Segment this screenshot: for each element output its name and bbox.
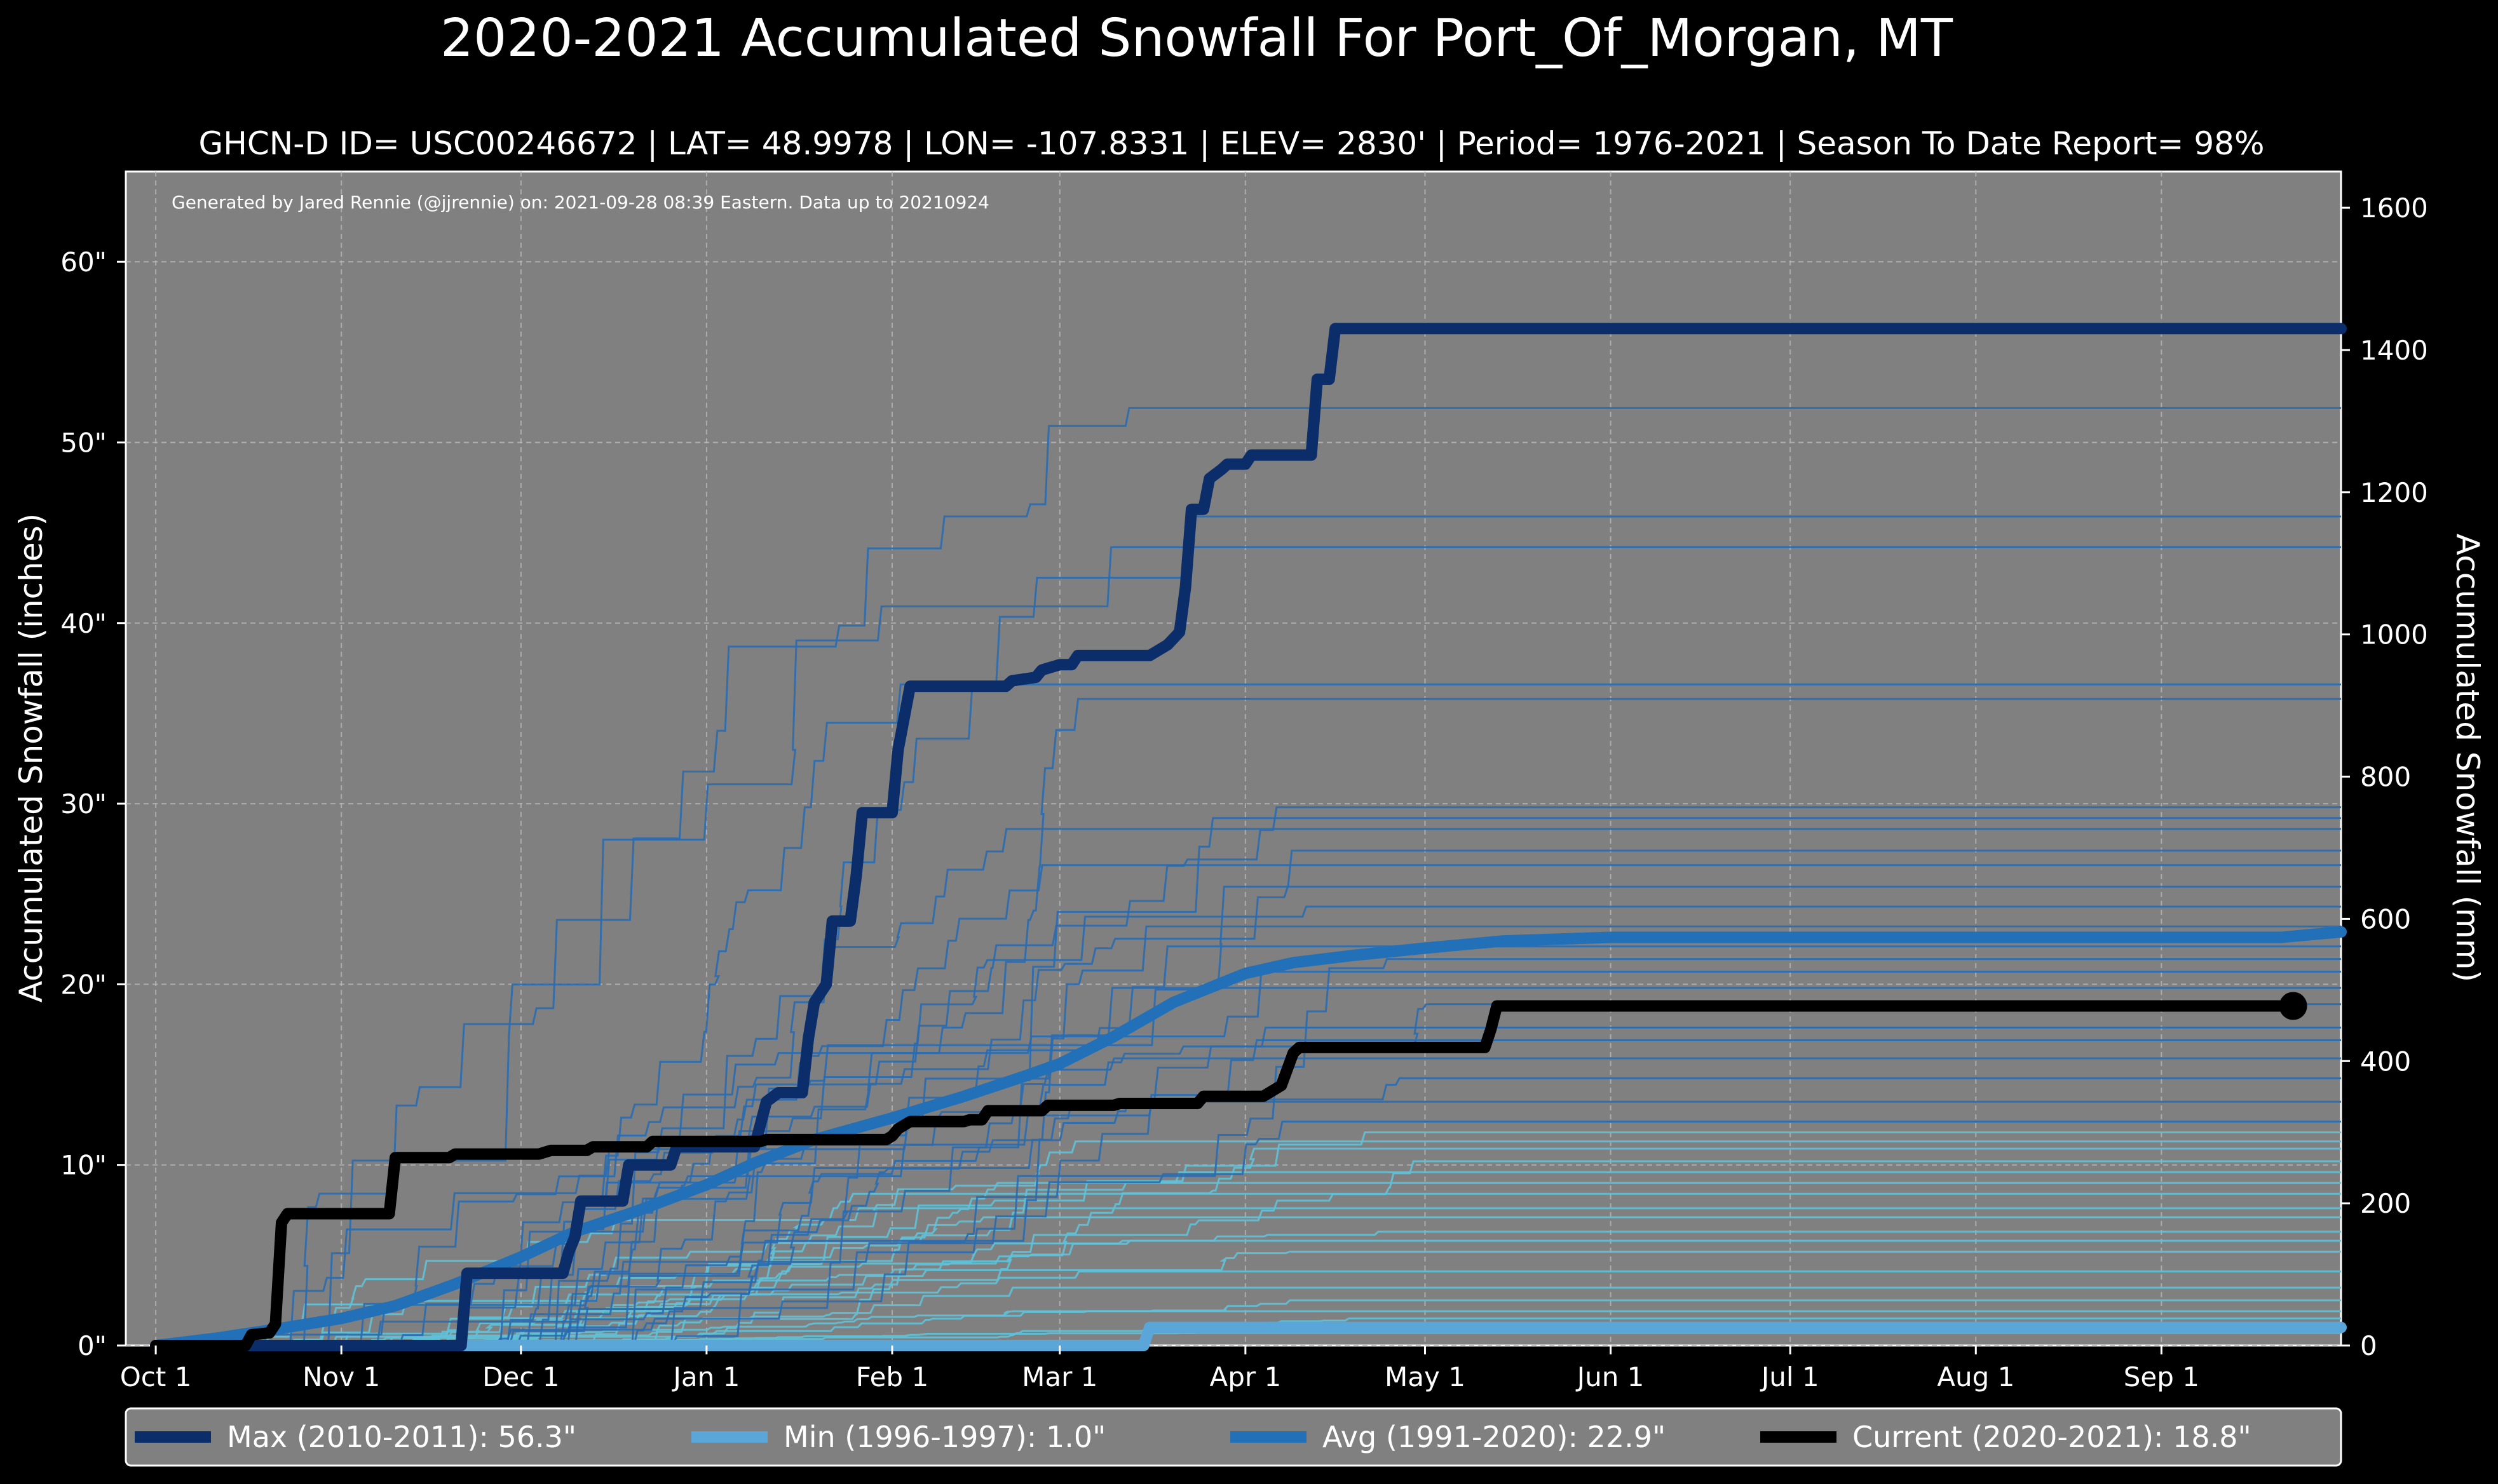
- legend: Max (2010-2011): 56.3" Min (1996-1997): 1…: [125, 1407, 2342, 1467]
- y-right-tick-label: 1600: [2360, 192, 2428, 224]
- y-left-tick-label: 0": [78, 1330, 107, 1361]
- y-left-tick-label: 10": [60, 1150, 107, 1181]
- legend-label: Avg (1991-2020): 22.9": [1322, 1420, 1666, 1454]
- y-axis-left-label: Accumulated Snowfall (inches): [13, 513, 50, 1002]
- generated-annotation: Generated by Jared Rennie (@jjrennie) on…: [172, 192, 989, 213]
- y-left-tick-label: 60": [60, 246, 107, 278]
- x-tick-label: Nov 1: [302, 1361, 380, 1393]
- x-tick-label: Oct 1: [120, 1361, 192, 1393]
- historical-season-line: [156, 864, 2341, 1347]
- historical-season-line: [156, 1147, 2341, 1347]
- series-line-current: [150, 1000, 2299, 1351]
- x-tick-label: Jul 1: [1760, 1361, 1819, 1393]
- x-tick-label: Apr 1: [1209, 1361, 1281, 1393]
- series-line-min: [150, 1321, 2347, 1351]
- y-right-tick-label: 400: [2360, 1046, 2411, 1077]
- historical-season-line: [156, 546, 2341, 1347]
- x-tick-label: May 1: [1385, 1361, 1465, 1393]
- legend-label: Min (1996-1997): 1.0": [784, 1420, 1106, 1454]
- x-tick-label: Dec 1: [482, 1361, 559, 1393]
- historical-season-line: [156, 849, 2341, 1347]
- chart-subtitle: GHCN-D ID= USC00246672 | LAT= 48.9978 | …: [199, 125, 2265, 162]
- y-left-tick-label: 30": [60, 788, 107, 820]
- y-right-tick-label: 1200: [2360, 477, 2428, 508]
- historical-season-line: [156, 1027, 2341, 1347]
- historical-season-line: [156, 1231, 2341, 1347]
- x-tick-label: Aug 1: [1937, 1361, 2014, 1393]
- current-season-endpoint-marker: [2279, 992, 2307, 1020]
- y-right-tick-label: 200: [2360, 1188, 2411, 1219]
- historical-season-lines: [156, 407, 2341, 1347]
- x-tick-label: Feb 1: [856, 1361, 928, 1393]
- y-right-tick-label: 1000: [2360, 619, 2428, 651]
- historical-season-line: [156, 1077, 2341, 1347]
- historical-season-line: [156, 817, 2341, 1347]
- historical-season-line: [156, 905, 2341, 1347]
- historical-season-line: [156, 1003, 2341, 1347]
- historical-season-line: [156, 407, 2341, 1347]
- historical-season-line: [156, 1270, 2341, 1347]
- historical-season-line: [156, 1100, 2341, 1347]
- x-tick-label: Jan 1: [671, 1361, 740, 1393]
- historical-season-line: [156, 945, 2341, 1347]
- y-axis-left: 0" 10" 20" 30" 40" 50" 60": [60, 246, 126, 1361]
- historical-season-line: [156, 925, 2341, 1347]
- historical-season-line: [156, 1160, 2341, 1347]
- historical-season-line: [156, 1039, 2341, 1347]
- y-left-tick-label: 40": [60, 608, 107, 639]
- x-tick-label: Mar 1: [1022, 1361, 1097, 1393]
- historical-season-line: [156, 1121, 2341, 1347]
- y-left-tick-label: 50": [60, 427, 107, 458]
- series-line-avg: [150, 926, 2347, 1351]
- x-tick-label: Jun 1: [1575, 1361, 1645, 1393]
- series-line-max: [150, 323, 2347, 1351]
- highlight-series-lines: [150, 323, 2347, 1351]
- y-left-tick-label: 20": [60, 969, 107, 1000]
- historical-season-line: [156, 1299, 2341, 1347]
- historical-season-line: [156, 958, 2341, 1347]
- y-axis-right-label: Accumulated Snowfall (mm): [2449, 534, 2486, 982]
- historical-season-line: [156, 698, 2341, 1347]
- legend-label: Current (2020-2021): 18.8": [1852, 1420, 2251, 1454]
- y-right-tick-label: 0: [2360, 1330, 2377, 1361]
- y-right-tick-label: 800: [2360, 762, 2411, 793]
- chart-title: 2020-2021 Accumulated Snowfall For Port_…: [440, 8, 1953, 69]
- historical-season-line: [156, 828, 2341, 1347]
- y-right-tick-label: 1400: [2360, 335, 2428, 366]
- x-tick-label: Sep 1: [2124, 1361, 2199, 1393]
- historical-season-line: [156, 1286, 2341, 1347]
- legend-entries: Max (2010-2011): 56.3" Min (1996-1997): 1…: [135, 1420, 2251, 1454]
- x-axis: Oct 1 Nov 1 Dec 1 Jan 1 Feb 1 Mar 1 Apr 1 May 1…: [120, 1346, 2199, 1393]
- historical-season-line: [156, 1182, 2341, 1347]
- legend-label: Max (2010-2011): 56.3": [227, 1420, 576, 1454]
- historical-season-line: [156, 1131, 2341, 1347]
- y-right-tick-label: 600: [2360, 903, 2411, 934]
- y-axis-right: 0 200 400 600 800 1000 1200 1400 1600: [2341, 192, 2428, 1361]
